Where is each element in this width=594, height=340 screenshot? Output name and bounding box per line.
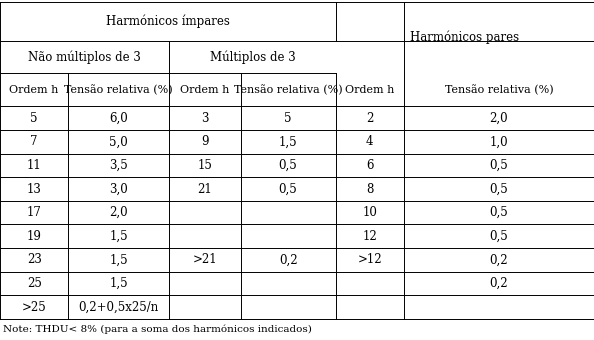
Text: 0,5: 0,5 — [489, 230, 508, 243]
Text: 0,5: 0,5 — [279, 183, 298, 196]
Text: >12: >12 — [358, 253, 382, 267]
Text: 2,0: 2,0 — [109, 206, 128, 219]
Text: 1,5: 1,5 — [109, 230, 128, 243]
Text: 6,0: 6,0 — [109, 112, 128, 125]
Text: Não múltiplos de 3: Não múltiplos de 3 — [28, 50, 141, 64]
Text: Ordem h: Ordem h — [10, 85, 59, 95]
Text: 0,5: 0,5 — [489, 183, 508, 196]
Text: Note: THDU< 8% (para a soma dos harmónicos indicados): Note: THDU< 8% (para a soma dos harmónic… — [3, 325, 312, 334]
Text: 25: 25 — [27, 277, 42, 290]
Text: 6: 6 — [366, 159, 374, 172]
Text: 7: 7 — [30, 135, 38, 148]
Text: 0,5: 0,5 — [279, 159, 298, 172]
Text: 0,2: 0,2 — [279, 253, 298, 267]
Text: 1,0: 1,0 — [489, 135, 508, 148]
Text: 0,2+0,5x25/n: 0,2+0,5x25/n — [78, 301, 159, 313]
Text: Tensão relativa (%): Tensão relativa (%) — [234, 84, 342, 95]
Text: 1,5: 1,5 — [109, 277, 128, 290]
Text: 0,5: 0,5 — [489, 206, 508, 219]
Text: Múltiplos de 3: Múltiplos de 3 — [210, 50, 295, 64]
Text: 12: 12 — [362, 230, 377, 243]
Text: 8: 8 — [366, 183, 374, 196]
Text: 19: 19 — [27, 230, 42, 243]
Text: 15: 15 — [197, 159, 213, 172]
Text: 13: 13 — [27, 183, 42, 196]
Text: >21: >21 — [192, 253, 217, 267]
Text: >25: >25 — [22, 301, 46, 313]
Text: 2,0: 2,0 — [489, 112, 508, 125]
Text: 9: 9 — [201, 135, 208, 148]
Text: Ordem h: Ordem h — [180, 85, 230, 95]
Text: 2: 2 — [366, 112, 374, 125]
Text: Harmónicos pares: Harmónicos pares — [410, 31, 519, 44]
Text: 5,0: 5,0 — [109, 135, 128, 148]
Text: Tensão relativa (%): Tensão relativa (%) — [65, 84, 173, 95]
Text: Harmónicos ímpares: Harmónicos ímpares — [106, 15, 230, 28]
Text: 21: 21 — [198, 183, 212, 196]
Text: 0,5: 0,5 — [489, 159, 508, 172]
Text: 0,2: 0,2 — [489, 277, 508, 290]
Text: 4: 4 — [366, 135, 374, 148]
Text: 11: 11 — [27, 159, 42, 172]
Text: 1,5: 1,5 — [279, 135, 298, 148]
Text: 3,0: 3,0 — [109, 183, 128, 196]
Text: Ordem h: Ordem h — [345, 85, 394, 95]
Text: 3,5: 3,5 — [109, 159, 128, 172]
Text: 5: 5 — [285, 112, 292, 125]
Text: 5: 5 — [30, 112, 38, 125]
Text: 1,5: 1,5 — [109, 253, 128, 267]
Text: 10: 10 — [362, 206, 377, 219]
Text: 3: 3 — [201, 112, 208, 125]
Text: 0,2: 0,2 — [489, 253, 508, 267]
Text: 23: 23 — [27, 253, 42, 267]
Text: Tensão relativa (%): Tensão relativa (%) — [445, 84, 553, 95]
Text: 17: 17 — [27, 206, 42, 219]
